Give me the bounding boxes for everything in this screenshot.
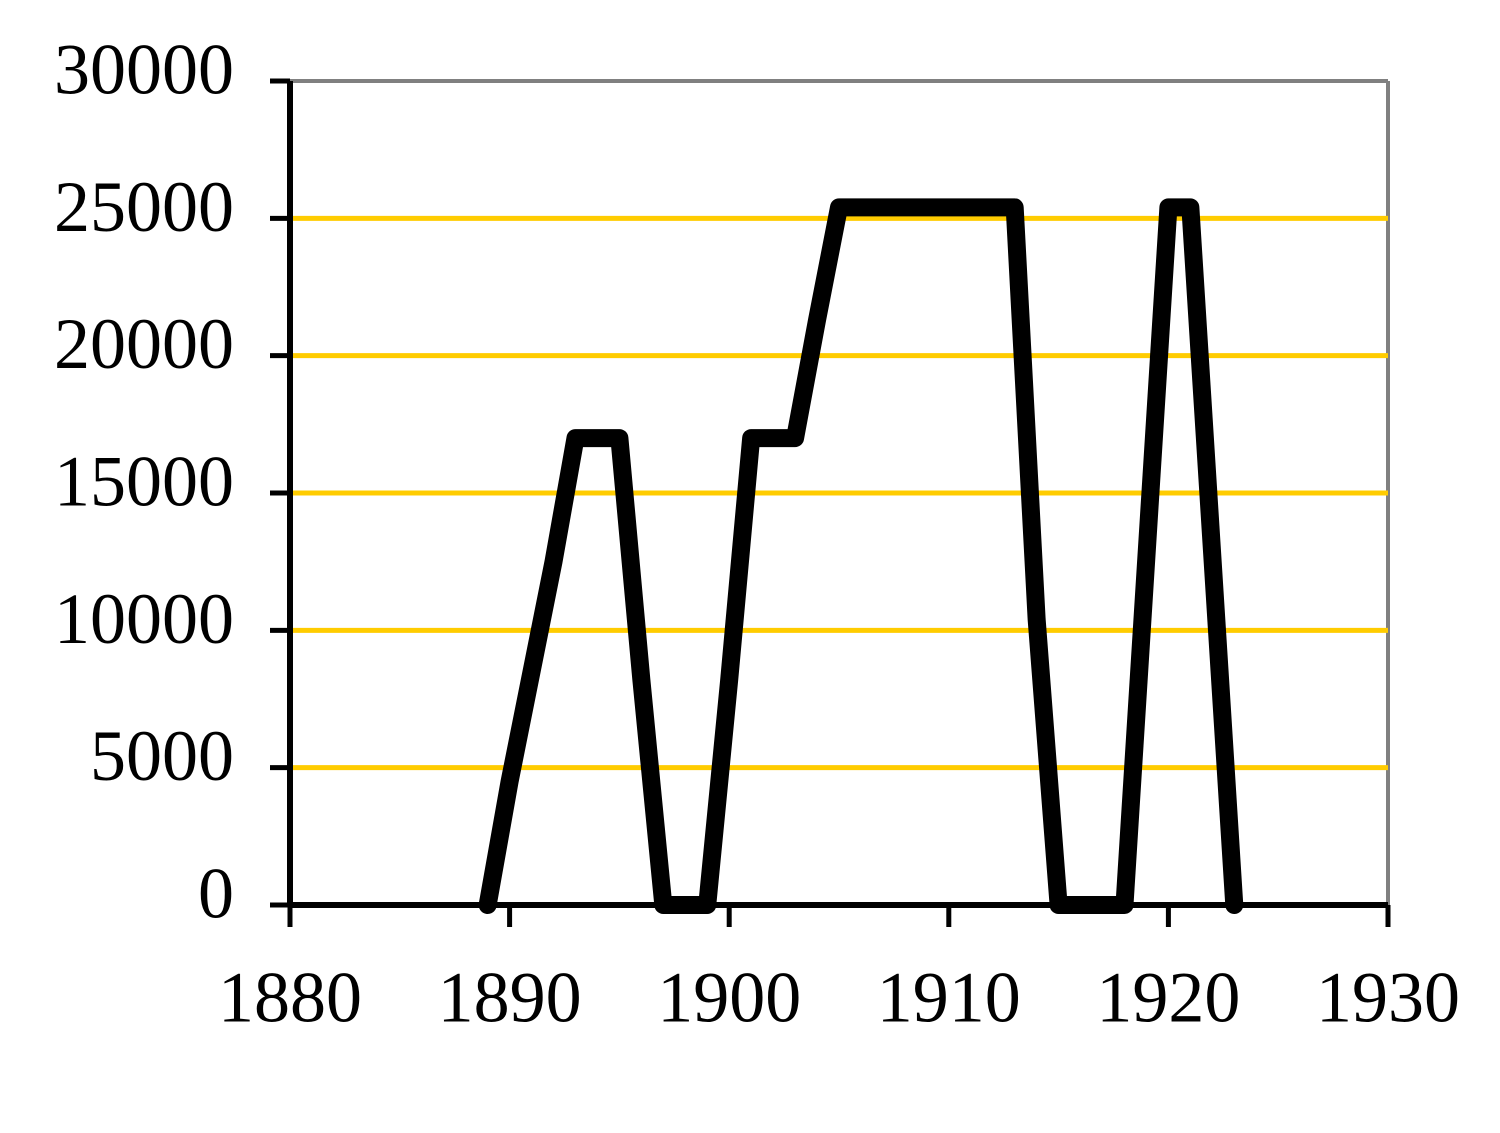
x-tick-label: 1910 bbox=[877, 958, 1021, 1038]
y-tick-label: 25000 bbox=[54, 167, 234, 247]
x-tick-label: 1890 bbox=[438, 958, 582, 1038]
y-tick-label: 10000 bbox=[54, 579, 234, 659]
y-tick-label: 0 bbox=[198, 854, 234, 934]
x-tick-label: 1930 bbox=[1316, 958, 1460, 1038]
y-tick-label: 30000 bbox=[54, 30, 234, 110]
y-tick-label: 20000 bbox=[54, 304, 234, 384]
y-tick-label: 5000 bbox=[90, 716, 234, 796]
y-tick-label: 15000 bbox=[54, 442, 234, 522]
x-tick-label: 1900 bbox=[657, 958, 801, 1038]
x-tick-label: 1880 bbox=[218, 958, 362, 1038]
x-tick-label: 1920 bbox=[1096, 958, 1240, 1038]
data-line bbox=[478, 198, 1244, 914]
